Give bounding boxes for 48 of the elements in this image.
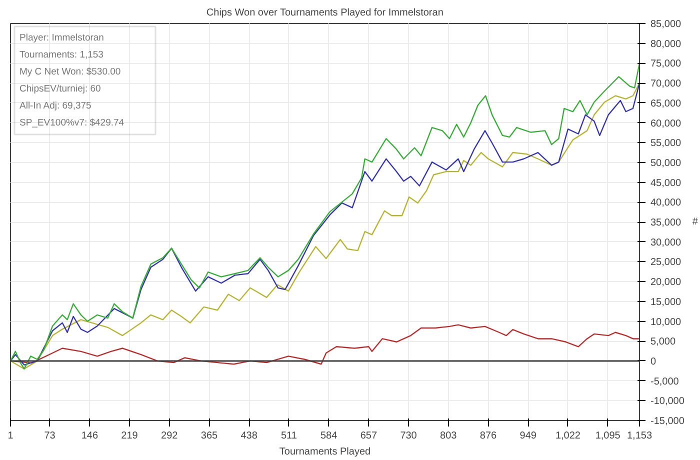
y-tick-label: 80,000	[650, 38, 682, 50]
x-tick-label: 365	[200, 430, 218, 442]
annotation: ChipsEV/turniej: 60	[20, 84, 101, 94]
x-tick-label: 73	[44, 430, 56, 442]
x-tick-label: 1,022	[555, 430, 581, 442]
y-tick-label: -10,000	[650, 396, 685, 408]
x-tick-label: 219	[121, 430, 138, 442]
x-tick-label: 584	[320, 430, 338, 442]
x-tick-label: 1,153	[626, 430, 652, 442]
x-tick-label: 876	[480, 430, 498, 442]
x-tick-label: 803	[440, 430, 458, 442]
y-tick-label: 35,000	[650, 218, 682, 228]
y-tick-label: 25,000	[650, 257, 682, 268]
y-tick-label: -15,000	[650, 416, 685, 427]
x-tick-label: 657	[360, 430, 378, 442]
y-tick-label: 55,000	[650, 138, 682, 150]
x-tick-label: 1	[8, 430, 14, 442]
annotation: All-In Adj: 69,375	[20, 100, 92, 112]
y-tick-label: 5,000	[650, 336, 676, 348]
y-tick-label: 65,000	[650, 98, 682, 110]
y-tick-label: 45,000	[650, 178, 682, 189]
x-tick-label: 292	[161, 430, 178, 442]
x-tick-label: 511	[280, 430, 298, 442]
annotation: Tournaments: 1,153	[20, 50, 104, 60]
annotation: Player: Immelstoran	[20, 32, 104, 44]
x-tick-label: 1,095	[595, 430, 621, 442]
x-axis-title: Tournaments Played	[279, 446, 371, 458]
y-tick-label: 0	[650, 356, 656, 368]
y-axis-title: #	[692, 216, 698, 228]
y-tick-label: 50,000	[650, 158, 682, 169]
chart-title: Chips Won over Tournaments Played for Immelstoran	[206, 8, 444, 18]
y-tick-label: 75,000	[650, 58, 682, 70]
y-tick-label: 85,000	[650, 19, 682, 30]
x-tick-label: 146	[81, 430, 98, 442]
y-tick-label: -5,000	[650, 376, 680, 388]
y-tick-label: 30,000	[650, 237, 682, 248]
y-tick-label: 70,000	[650, 78, 682, 90]
y-tick-label: 15,000	[650, 296, 682, 308]
x-tick-label: 438	[240, 430, 258, 442]
x-tick-label: 730	[400, 430, 418, 442]
y-tick-label: 60,000	[650, 118, 682, 130]
y-tick-label: 40,000	[650, 198, 682, 209]
x-tick-label: 949	[520, 430, 537, 442]
annotation: SP_EV100%v7: $429.74	[20, 118, 124, 128]
y-tick-label: 10,000	[650, 316, 682, 328]
annotation: My C Net Won: $530.00	[20, 66, 121, 78]
y-tick-label: 20,000	[650, 277, 682, 288]
line-series	[10, 324, 640, 365]
